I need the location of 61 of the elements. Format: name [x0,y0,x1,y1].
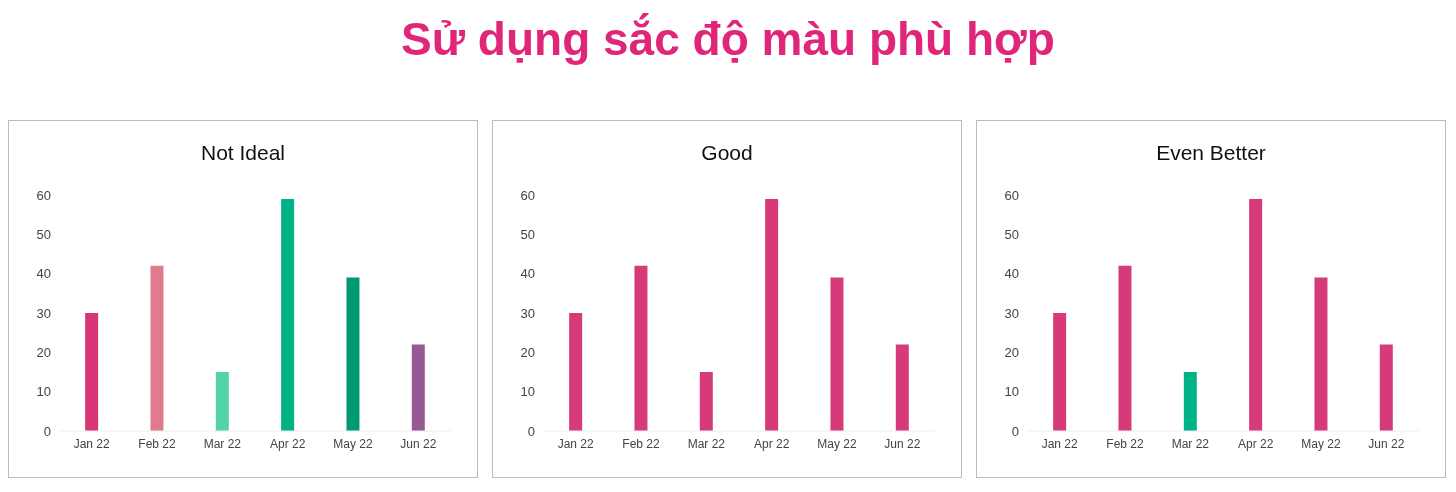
x-tick-label: May 22 [817,436,857,451]
x-tick-label: May 22 [333,436,373,451]
y-tick-label: 30 [520,305,535,321]
x-tick-label: Jun 22 [1368,436,1405,451]
x-tick-label: Feb 22 [622,436,661,451]
y-tick-label: 60 [36,187,51,203]
y-tick-label: 20 [520,344,535,360]
bar [346,277,360,431]
text: Sử dụng sắc độ màu phù hợp [400,12,1056,66]
bar [699,372,713,431]
y-tick-label: 20 [1004,344,1019,360]
bar [1314,277,1328,431]
y-tick-label: 40 [520,266,535,282]
bar [1379,344,1393,431]
y-tick-label: 0 [43,423,51,439]
y-tick-label: 30 [1004,305,1019,321]
chart-title: Good [700,141,754,166]
x-tick-label: Jan 22 [73,436,111,451]
x-tick-label: Apr 22 [753,436,790,451]
bar [411,344,425,431]
bar [1183,372,1197,431]
bar [634,265,648,431]
y-tick-label: 50 [36,226,51,242]
x-tick-label: Feb 22 [1106,436,1145,451]
bar [281,198,295,431]
x-tick-label: Mar 22 [203,436,242,451]
bar [150,265,164,431]
bar [765,198,779,431]
x-tick-label: Apr 22 [269,436,306,451]
bar [895,344,909,431]
bar [1249,198,1263,431]
y-tick-label: 30 [36,305,51,321]
x-tick-label: Jun 22 [400,436,437,451]
y-tick-label: 40 [1004,266,1019,282]
y-tick-label: 60 [1004,187,1019,203]
bar [569,313,583,431]
bar [1053,313,1067,431]
y-tick-label: 10 [520,384,535,400]
x-tick-label: Apr 22 [1237,436,1274,451]
y-tick-label: 0 [1011,423,1019,439]
y-tick-label: 60 [520,187,535,203]
x-tick-label: Mar 22 [1171,436,1210,451]
x-tick-label: Jun 22 [884,436,921,451]
chart-title: Even Better [1155,141,1267,166]
x-tick-label: Jan 22 [1041,436,1079,451]
y-tick-label: 10 [36,384,51,400]
x-tick-label: Mar 22 [687,436,726,451]
bar [830,277,844,431]
x-tick-label: Jan 22 [557,436,595,451]
x-tick-label: Feb 22 [138,436,177,451]
y-tick-label: 10 [1004,384,1019,400]
y-tick-label: 0 [527,423,535,439]
bar [85,313,99,431]
chart-title: Not Ideal [199,141,287,166]
y-tick-label: 40 [36,266,51,282]
y-tick-label: 20 [36,344,51,360]
bar [215,372,229,431]
x-tick-label: May 22 [1301,436,1341,451]
bar [1118,265,1132,431]
y-tick-label: 50 [520,226,535,242]
y-tick-label: 50 [1004,226,1019,242]
